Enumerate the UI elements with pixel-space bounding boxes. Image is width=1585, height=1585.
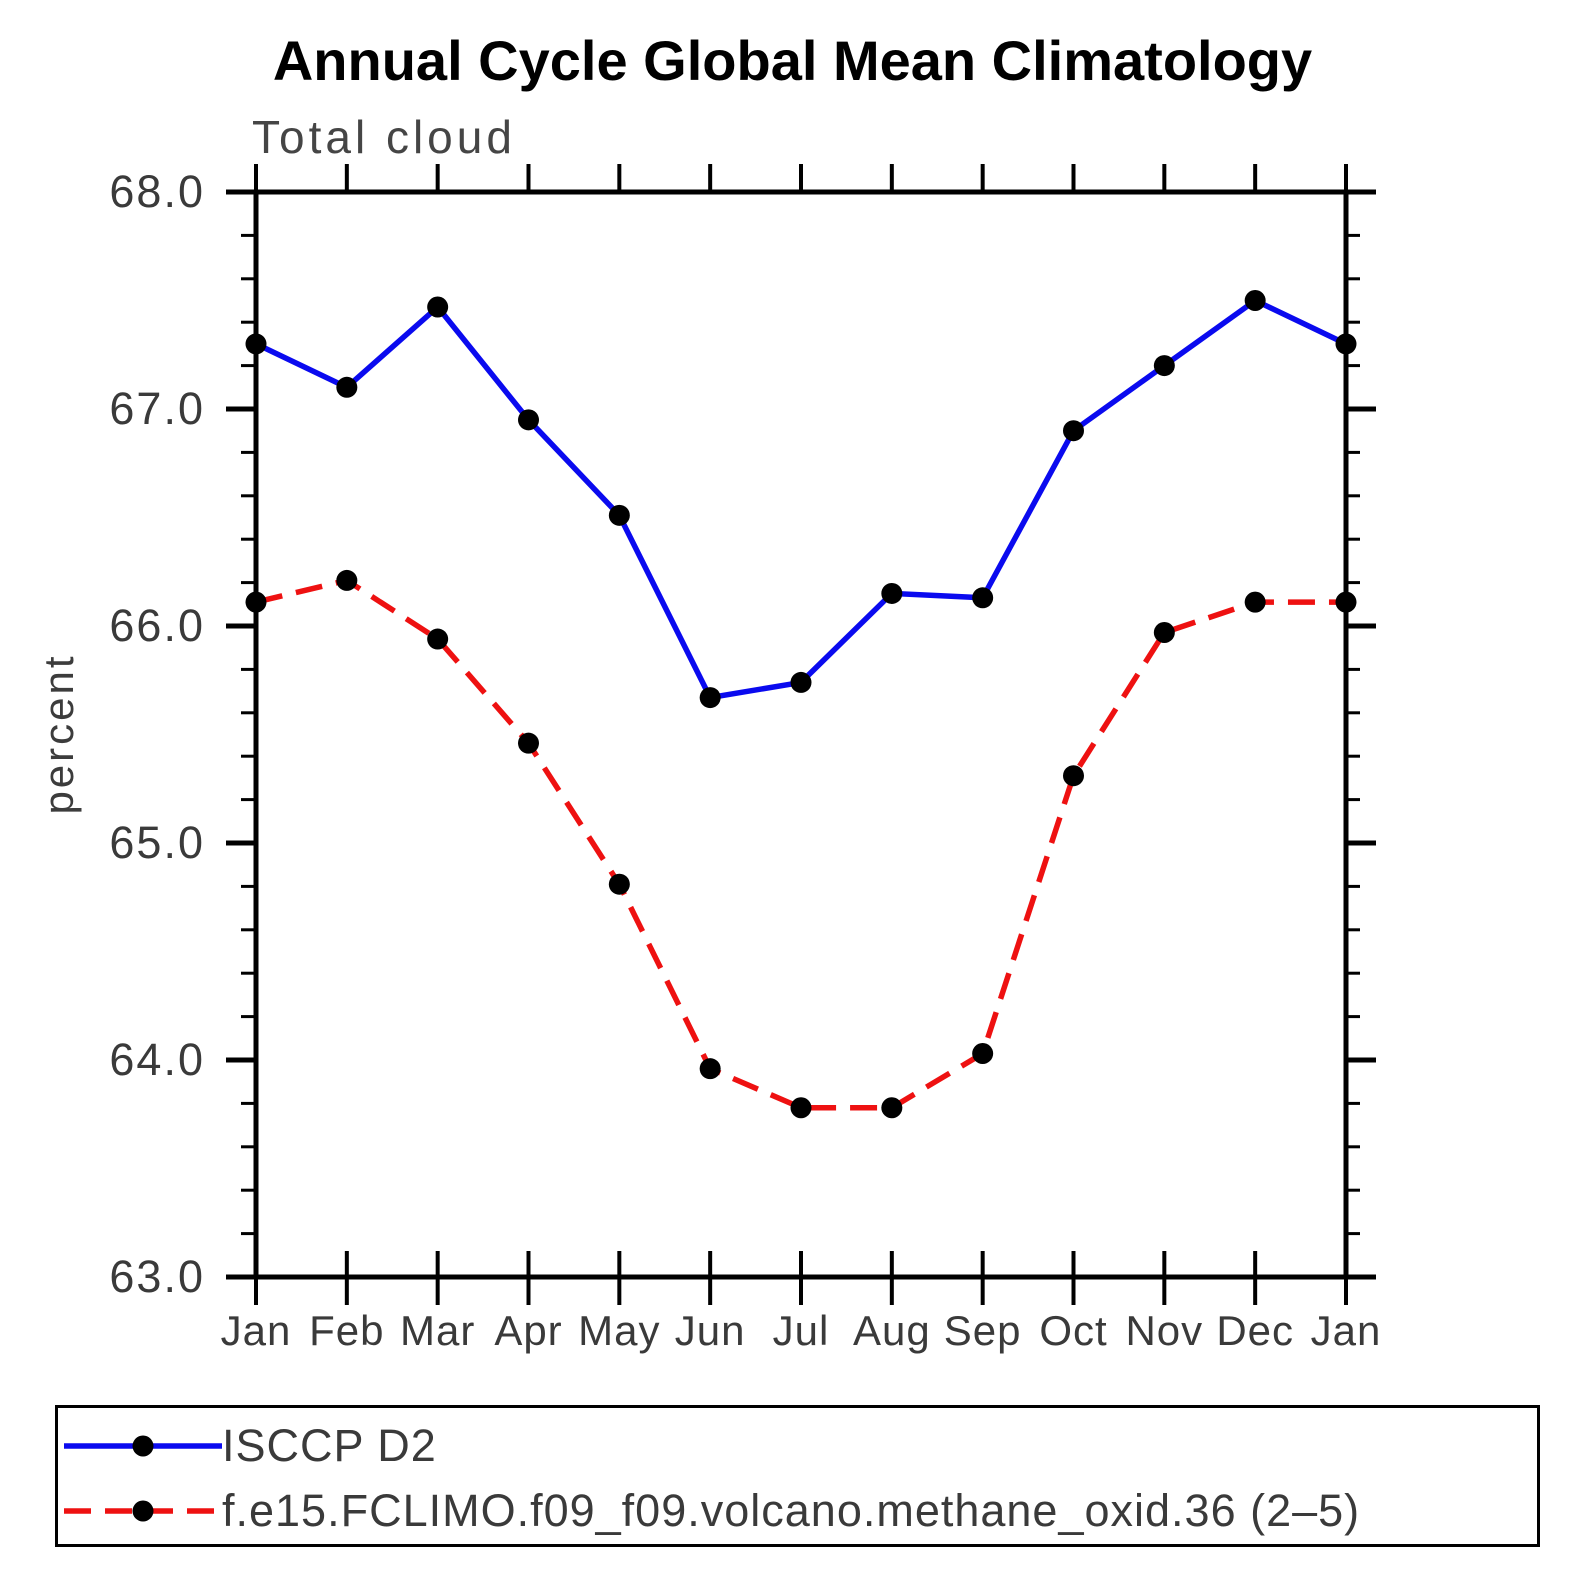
svg-text:Jan: Jan <box>1311 1307 1382 1354</box>
legend-box: ISCCP D2 f.e15.FCLIMO.f09_f09.volcano.me… <box>55 1405 1540 1547</box>
svg-text:Jan: Jan <box>221 1307 292 1354</box>
svg-text:Mar: Mar <box>400 1307 475 1354</box>
svg-text:63.0: 63.0 <box>109 1251 205 1302</box>
svg-text:Nov: Nov <box>1125 1307 1203 1354</box>
svg-text:Aug: Aug <box>853 1307 931 1354</box>
chart-title: Annual Cycle Global Mean Climatology <box>272 29 1313 92</box>
legend-dashed-line-marker-sample <box>64 1498 222 1524</box>
svg-text:Feb: Feb <box>309 1307 384 1354</box>
svg-text:Dec: Dec <box>1216 1307 1294 1354</box>
legend-item-isccp-d2: ISCCP D2 <box>64 1420 437 1471</box>
svg-text:May: May <box>578 1307 660 1354</box>
svg-text:67.0: 67.0 <box>109 383 205 434</box>
svg-text:Jul: Jul <box>773 1307 830 1354</box>
legend-label-model-run: f.e15.FCLIMO.f09_f09.volcano.methane_oxi… <box>222 1485 1361 1536</box>
chart-subtitle: Total cloud <box>252 111 516 163</box>
legend-item-model-run: f.e15.FCLIMO.f09_f09.volcano.methane_oxi… <box>64 1485 1361 1536</box>
legend-label-isccp-d2: ISCCP D2 <box>222 1420 437 1471</box>
svg-text:Sep: Sep <box>944 1307 1022 1354</box>
svg-text:Jun: Jun <box>675 1307 746 1354</box>
svg-text:64.0: 64.0 <box>109 1034 205 1085</box>
svg-text:68.0: 68.0 <box>109 166 205 217</box>
svg-text:Apr: Apr <box>494 1307 562 1354</box>
svg-text:66.0: 66.0 <box>109 600 205 651</box>
legend-solid-line-marker-sample <box>64 1433 222 1459</box>
svg-text:Oct: Oct <box>1039 1307 1107 1354</box>
svg-text:65.0: 65.0 <box>109 817 205 868</box>
